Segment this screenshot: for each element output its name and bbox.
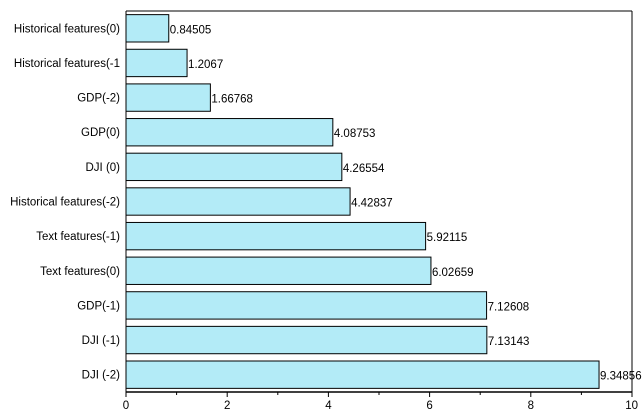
category-label: GDP(-2) [77,93,120,105]
bar [125,14,170,43]
bar [125,152,343,182]
data-label: 4.42837 [351,198,393,210]
bars-group [125,14,600,389]
category-label: GDP(-1) [77,300,120,312]
category-labels: Historical features(0) Historical feature… [10,23,120,381]
bar [125,325,488,355]
bar [125,360,600,389]
data-label: 0.84505 [170,24,212,36]
bar [125,291,488,320]
category-label: Text features(0) [40,266,120,278]
bar [125,83,211,112]
data-label: 5.92115 [427,232,468,244]
data-label: 4.08753 [334,128,376,140]
x-tick-label: 8 [528,400,534,412]
x-tick-label: 2 [224,400,230,412]
bar [125,48,188,78]
data-labels: 0.84505 1.2067 1.66768 4.08753 4.26554 4.4283… [170,24,642,382]
data-label: 7.12608 [488,301,530,313]
category-label: Historical features(-2) [10,197,120,209]
data-label: 7.13143 [488,336,530,348]
category-label: DJI (0) [86,162,121,174]
x-tick-label: 6 [426,400,432,412]
x-axis: 0 2 4 6 8 10 [123,391,638,412]
data-label: 4.26554 [343,163,385,175]
x-tick-label: 0 [123,400,129,412]
bar [125,118,334,147]
bar [125,187,351,216]
category-label: Historical features(-1 [14,58,120,70]
x-tick-label: 10 [625,400,638,412]
x-tick-label: 4 [325,400,332,412]
data-label: 6.02659 [432,267,474,279]
bar [125,256,432,285]
category-label: DJI (-2) [82,370,121,382]
bar [125,221,427,251]
category-label: Text features(-1) [36,231,120,243]
category-label: GDP(0) [81,127,120,139]
data-label: 9.34856 [600,371,642,383]
category-label: Historical features(0) [14,23,120,35]
category-label: DJI (-1) [82,335,121,347]
data-label: 1.2067 [188,59,223,71]
data-label: 1.66768 [211,94,253,106]
